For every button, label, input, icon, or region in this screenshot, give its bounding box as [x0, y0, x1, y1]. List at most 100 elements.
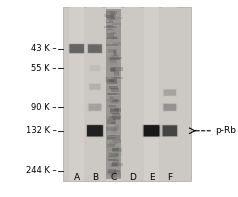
Bar	[108, 159, 119, 161]
Bar	[107, 144, 115, 147]
Bar	[107, 33, 114, 38]
Bar	[109, 86, 118, 89]
Bar	[109, 80, 114, 82]
Bar	[106, 127, 116, 131]
Text: E: E	[149, 173, 154, 182]
Bar	[107, 105, 115, 107]
Bar	[112, 140, 121, 141]
Bar	[110, 14, 115, 15]
Bar	[69, 7, 84, 181]
Bar	[110, 88, 118, 89]
Bar	[106, 45, 118, 46]
Bar	[112, 162, 118, 166]
FancyBboxPatch shape	[87, 125, 103, 137]
Bar	[104, 26, 116, 28]
Bar	[107, 137, 116, 139]
Bar	[112, 163, 123, 166]
Bar	[110, 59, 118, 63]
Bar	[111, 18, 116, 19]
Bar	[106, 38, 118, 39]
Bar	[105, 77, 117, 82]
Bar	[110, 96, 114, 98]
FancyBboxPatch shape	[144, 125, 159, 137]
Bar	[108, 68, 115, 69]
Bar	[110, 108, 121, 112]
Text: 43 K –: 43 K –	[31, 44, 57, 53]
Bar	[113, 42, 121, 45]
Text: D: D	[129, 173, 136, 182]
FancyBboxPatch shape	[162, 103, 177, 112]
Text: B: B	[92, 173, 98, 182]
Bar	[109, 20, 113, 22]
Bar	[113, 37, 118, 39]
FancyBboxPatch shape	[68, 43, 85, 54]
Bar	[108, 169, 116, 173]
Bar	[110, 67, 116, 71]
Bar	[109, 159, 115, 161]
Bar	[113, 50, 116, 54]
Bar	[106, 7, 121, 181]
FancyBboxPatch shape	[163, 125, 177, 136]
Bar	[111, 81, 118, 84]
Bar	[109, 153, 118, 157]
Bar	[112, 162, 120, 164]
Bar	[113, 70, 119, 74]
Bar	[114, 71, 119, 76]
Bar	[110, 164, 117, 167]
Bar	[110, 172, 121, 177]
Bar	[108, 93, 120, 95]
Bar	[107, 27, 118, 28]
Bar	[107, 30, 116, 35]
Bar	[114, 154, 119, 156]
Bar	[106, 8, 121, 179]
FancyBboxPatch shape	[89, 65, 101, 72]
FancyBboxPatch shape	[87, 44, 103, 54]
Bar	[108, 54, 119, 58]
Bar	[112, 148, 122, 152]
Text: A: A	[74, 173, 80, 182]
Bar	[111, 102, 119, 104]
Bar	[111, 77, 123, 79]
Bar	[108, 164, 113, 165]
Bar	[114, 124, 119, 127]
Bar	[113, 118, 119, 120]
Bar	[106, 22, 114, 23]
Bar	[108, 152, 119, 157]
Bar	[125, 7, 140, 181]
Bar	[109, 169, 113, 171]
Bar	[109, 19, 119, 20]
Bar	[113, 175, 117, 178]
Bar	[114, 108, 119, 111]
FancyBboxPatch shape	[161, 125, 178, 137]
Bar	[104, 14, 116, 17]
FancyBboxPatch shape	[87, 103, 102, 112]
Text: p-Rb: p-Rb	[215, 126, 236, 135]
FancyBboxPatch shape	[89, 84, 100, 90]
Bar	[114, 99, 118, 102]
Bar	[108, 104, 112, 106]
Bar	[110, 54, 119, 58]
Bar	[109, 96, 120, 100]
Bar	[109, 116, 120, 119]
Bar	[144, 7, 159, 181]
Bar	[107, 171, 115, 175]
Bar	[111, 122, 115, 124]
Bar	[113, 170, 120, 174]
FancyBboxPatch shape	[88, 44, 102, 53]
FancyBboxPatch shape	[69, 44, 84, 53]
Bar	[111, 17, 123, 19]
Bar	[106, 15, 114, 18]
Bar	[107, 63, 118, 66]
Bar	[111, 38, 114, 41]
Bar	[114, 170, 120, 172]
Bar	[107, 156, 118, 160]
Bar	[111, 163, 118, 167]
Bar	[113, 36, 117, 38]
Bar	[107, 37, 117, 39]
Text: C: C	[110, 173, 117, 182]
Bar	[110, 135, 116, 136]
Bar	[114, 53, 117, 56]
Bar	[107, 58, 116, 62]
FancyBboxPatch shape	[90, 65, 100, 71]
Bar	[114, 112, 119, 114]
